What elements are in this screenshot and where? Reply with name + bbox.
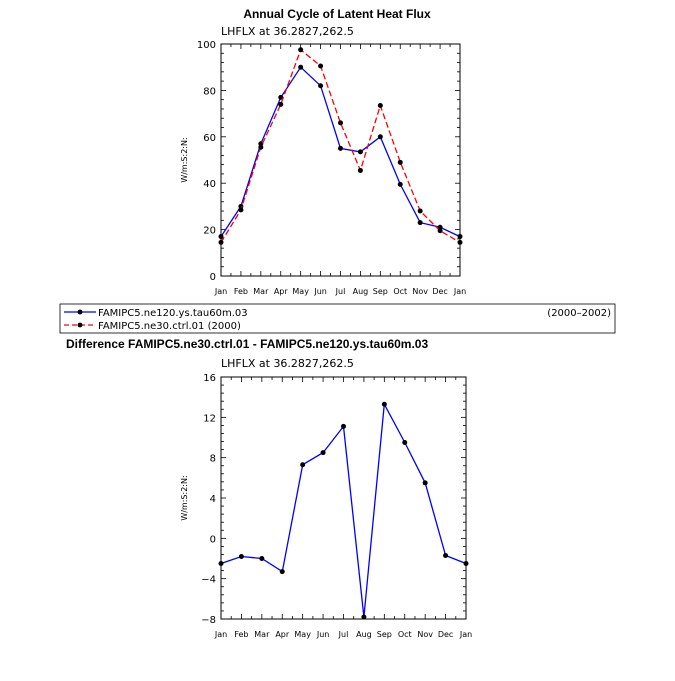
chart1-ytick-label: 60 [203, 133, 216, 144]
chart1-series-1-point [238, 207, 244, 213]
chart2-xtick-label: Jan [214, 630, 227, 639]
chart2-ytick-label: 12 [203, 413, 216, 424]
chart1-series-1-point [278, 101, 284, 107]
chart2-series-0-point [320, 450, 326, 456]
chart2-xtick-label: Feb [234, 630, 248, 639]
chart-annual-cycle: Annual Cycle of Latent Heat Flux LHFLX a… [180, 7, 466, 296]
chart2-xtick-label: Aug [356, 630, 372, 639]
chart2-plot-area: −8 −4 0 4 8 12 16 Jan Feb Mar Apr May Jun Jul Aug Sep Oc… [201, 373, 472, 639]
chart2-xtick-label: Apr [275, 630, 290, 639]
chart2-xtick-label: May [294, 630, 311, 639]
chart2-ytick-label: −4 [201, 575, 216, 586]
chart1-series-0-point [377, 134, 383, 140]
chart1-xtick-label: Apr [274, 287, 289, 296]
chart1-series-1-point [357, 167, 363, 173]
chart2-series-0-point [259, 556, 265, 561]
chart1-series-0-point [218, 234, 224, 240]
chart2-series-0-point [443, 552, 449, 558]
chart1-series-line-0 [220, 66, 461, 238]
chart1-subtitle: LHFLX at 36.2827,262.5 [221, 25, 354, 38]
chart2-xtick-label: Sep [377, 630, 392, 639]
legend-entry-ne120: FAMIPC5.ne120.ys.tau60m.03 (2000–2002) [64, 308, 611, 319]
chart-difference: Difference FAMIPC5.ne30.ctrl.01 - FAMIPC… [66, 337, 472, 639]
chart1-series-1-point [417, 208, 423, 214]
chart1-series-0-point [457, 234, 463, 240]
chart1-xtick-label: Nov [412, 287, 428, 296]
chart2-series-0-point [402, 440, 408, 446]
chart1-ytick-label: 100 [197, 40, 216, 51]
chart2-series-0-point [463, 561, 469, 567]
chart1-series-0-point [397, 181, 403, 187]
chart1-ylabel: W/m:S:2:N: [180, 137, 189, 182]
legend-entry-ne30: FAMIPC5.ne30.ctrl.01 (2000) [64, 321, 241, 332]
legend-marker-ne30 [77, 322, 83, 328]
chart1-series-1-point [298, 47, 304, 53]
chart1-series-1-point [377, 102, 383, 108]
chart1-series-1-point [338, 120, 343, 126]
chart1-legend: FAMIPC5.ne120.ys.tau60m.03 (2000–2002) F… [59, 303, 616, 334]
chart2-xtick-label: Oct [398, 630, 412, 639]
chart1-xtick-label: Jan [453, 287, 466, 296]
chart2-ytick-label: 8 [210, 454, 216, 465]
chart2-xtick-label: Jan [459, 630, 472, 639]
chart2-ytick-label: 4 [210, 494, 216, 505]
chart2-xtick-label: Nov [417, 630, 433, 639]
chart1-xtick-label: Mar [253, 287, 269, 296]
chart1-series-0-point [258, 141, 264, 147]
chart1-title: Annual Cycle of Latent Heat Flux [243, 7, 431, 21]
chart2-series-0-point [279, 569, 285, 575]
chart1-series-1-point [218, 239, 224, 245]
chart2-ytick-label: −8 [201, 615, 216, 626]
chart1-xtick-label: Dec [432, 287, 447, 296]
chart1-xtick-label: Feb [234, 287, 248, 296]
chart2-xtick-label: Mar [254, 630, 270, 639]
chart1-ytick-label: 20 [203, 226, 216, 237]
chart1-xtick-label: Jul [335, 287, 346, 296]
chart1-series-1-point [397, 159, 403, 165]
chart2-series-0-point [381, 401, 387, 407]
chart1-series-1-point [437, 228, 443, 234]
chart2-xtick-label: Dec [438, 630, 453, 639]
legend-box [59, 303, 616, 334]
chart1-series-0-point [338, 145, 343, 151]
chart1-series-0-point [417, 220, 423, 226]
chart2-subtitle: LHFLX at 36.2827,262.5 [221, 357, 354, 370]
chart2-series-0-point [218, 561, 224, 567]
chart1-xtick-label: Oct [393, 287, 407, 296]
chart1-series-0-point [437, 224, 443, 230]
chart1-series-0-point [357, 149, 363, 155]
chart2-series-0-point [300, 462, 306, 468]
chart1-ytick-label: 40 [203, 179, 216, 190]
chart1-xtick-label: Aug [353, 287, 369, 296]
chart1-series-0-point [278, 94, 284, 100]
chart1-series-0-point [298, 64, 304, 70]
chart1-plot-area: 0 20 40 60 80 100 Jan Feb Mar Apr May Jun Jul Aug Sep O… [197, 40, 466, 296]
chart1-series-1-point [457, 239, 463, 245]
chart2-series-0-point [341, 423, 346, 429]
chart2-ylabel: W/m:S:2:N: [180, 475, 189, 520]
chart1-ytick-label: 0 [210, 272, 216, 283]
chart2-ytick-label: 0 [210, 534, 216, 545]
chart1-series-1-point [318, 63, 324, 69]
chart1-ytick-label: 80 [203, 86, 216, 97]
chart2-series-0-point [361, 614, 367, 620]
legend-years-ne120: (2000–2002) [547, 308, 611, 319]
chart2-series-0-point [238, 553, 244, 559]
chart1-series-1-point [258, 144, 264, 150]
chart2-series-0-point [422, 480, 428, 486]
chart2-ytick-label: 16 [203, 373, 216, 384]
chart2-series-line-0 [220, 401, 467, 618]
legend-marker-ne120 [77, 309, 83, 315]
chart2-xtick-label: Jun [316, 630, 330, 639]
chart1-xtick-label: Jan [214, 287, 227, 296]
chart2-xtick-label: Jul [338, 630, 349, 639]
chart2-title: Difference FAMIPC5.ne30.ctrl.01 - FAMIPC… [66, 337, 428, 351]
chart1-xtick-label: Sep [373, 287, 388, 296]
chart1-series-0-point [318, 83, 324, 89]
legend-label-ne120: FAMIPC5.ne120.ys.tau60m.03 [98, 308, 248, 319]
legend-label-ne30: FAMIPC5.ne30.ctrl.01 (2000) [98, 321, 241, 332]
chart1-xtick-label: Jun [313, 287, 327, 296]
chart1-xtick-label: May [292, 287, 309, 296]
